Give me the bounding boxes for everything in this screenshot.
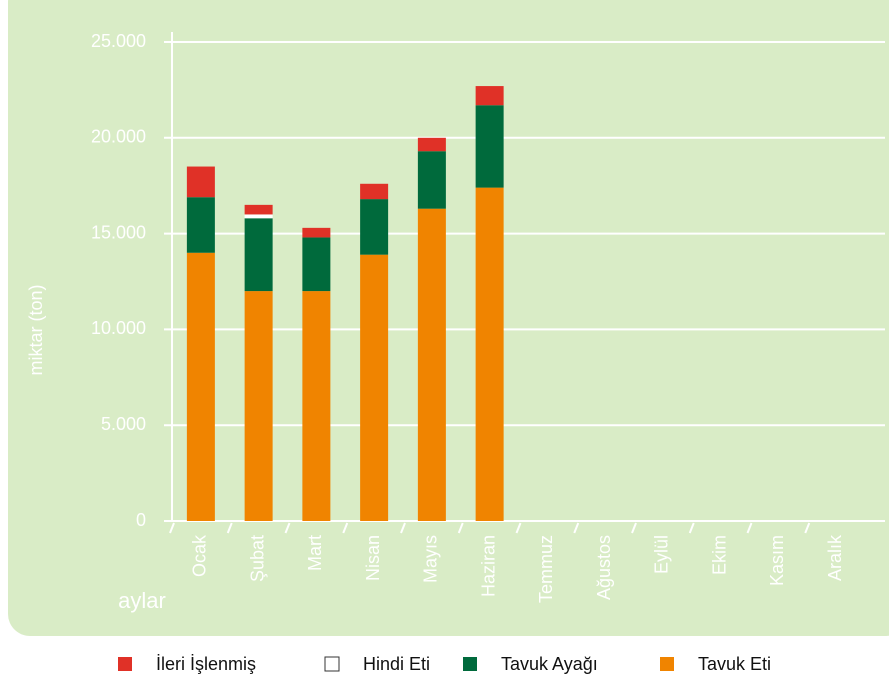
y-axis-label: miktar (ton)	[26, 284, 46, 375]
bar-segment	[244, 218, 273, 292]
bar-segment	[186, 166, 215, 198]
y-tick-label: 25.000	[91, 31, 146, 51]
x-tick-label: Temmuz	[536, 535, 556, 603]
x-tick-label: Mayıs	[421, 535, 441, 583]
x-tick	[631, 522, 637, 534]
legend-label: İleri İşlenmiş	[156, 654, 256, 674]
x-tick	[400, 522, 406, 534]
bar-segment	[186, 197, 215, 253]
x-tick-label: Eylül	[652, 535, 672, 574]
bar-segment	[417, 208, 446, 521]
legend-swatch	[660, 657, 674, 671]
bar-segment	[475, 187, 504, 521]
y-tick-label: 10.000	[91, 318, 146, 338]
legend-label: Tavuk Ayağı	[501, 654, 598, 674]
bar-segment	[186, 252, 215, 521]
x-axis-label: aylar	[118, 588, 166, 613]
x-tick-label: Mart	[305, 535, 325, 571]
x-tick	[457, 522, 464, 534]
x-tick	[573, 522, 580, 534]
x-tick-label: Ağustos	[594, 535, 614, 600]
bar-segment	[360, 254, 389, 521]
x-tick-label: Ocak	[190, 534, 210, 577]
x-tick	[342, 522, 349, 534]
bar-segment	[302, 291, 331, 521]
y-tick-label: 0	[136, 510, 146, 530]
legend-swatch	[118, 657, 132, 671]
bar-segment	[244, 204, 273, 215]
x-tick	[226, 522, 233, 534]
bar-segment	[244, 214, 273, 219]
x-tick	[169, 522, 175, 534]
x-tick-label: Nisan	[363, 535, 383, 581]
x-tick-label: Aralık	[825, 534, 845, 581]
bar-segment	[302, 227, 331, 238]
x-tick-label: Ekim	[709, 535, 729, 575]
legend-swatch	[324, 656, 340, 672]
bar-segment	[302, 237, 331, 292]
bar-segment	[475, 86, 504, 106]
y-tick-label: 5.000	[101, 414, 146, 434]
bar-segment	[417, 137, 446, 152]
bar-segment	[244, 291, 273, 521]
legend-label: Tavuk Eti	[698, 654, 771, 674]
y-tick-label: 15.000	[91, 222, 146, 242]
plot-panel	[8, 0, 889, 636]
x-tick	[284, 522, 291, 534]
bar-segment	[360, 183, 389, 200]
x-tick	[515, 522, 522, 534]
x-tick	[688, 522, 695, 534]
x-tick	[746, 522, 753, 534]
legend-swatch	[463, 657, 477, 671]
bar-segment	[417, 151, 446, 209]
x-tick-label: Şubat	[247, 535, 267, 582]
x-tick-label: Kasım	[767, 535, 787, 586]
bar-segment	[475, 105, 504, 188]
x-tick-label: Haziran	[478, 535, 498, 597]
y-tick-label: 20.000	[91, 127, 146, 147]
bar-segment	[360, 199, 389, 255]
x-tick	[804, 522, 811, 534]
legend-label: Hindi Eti	[363, 654, 430, 674]
